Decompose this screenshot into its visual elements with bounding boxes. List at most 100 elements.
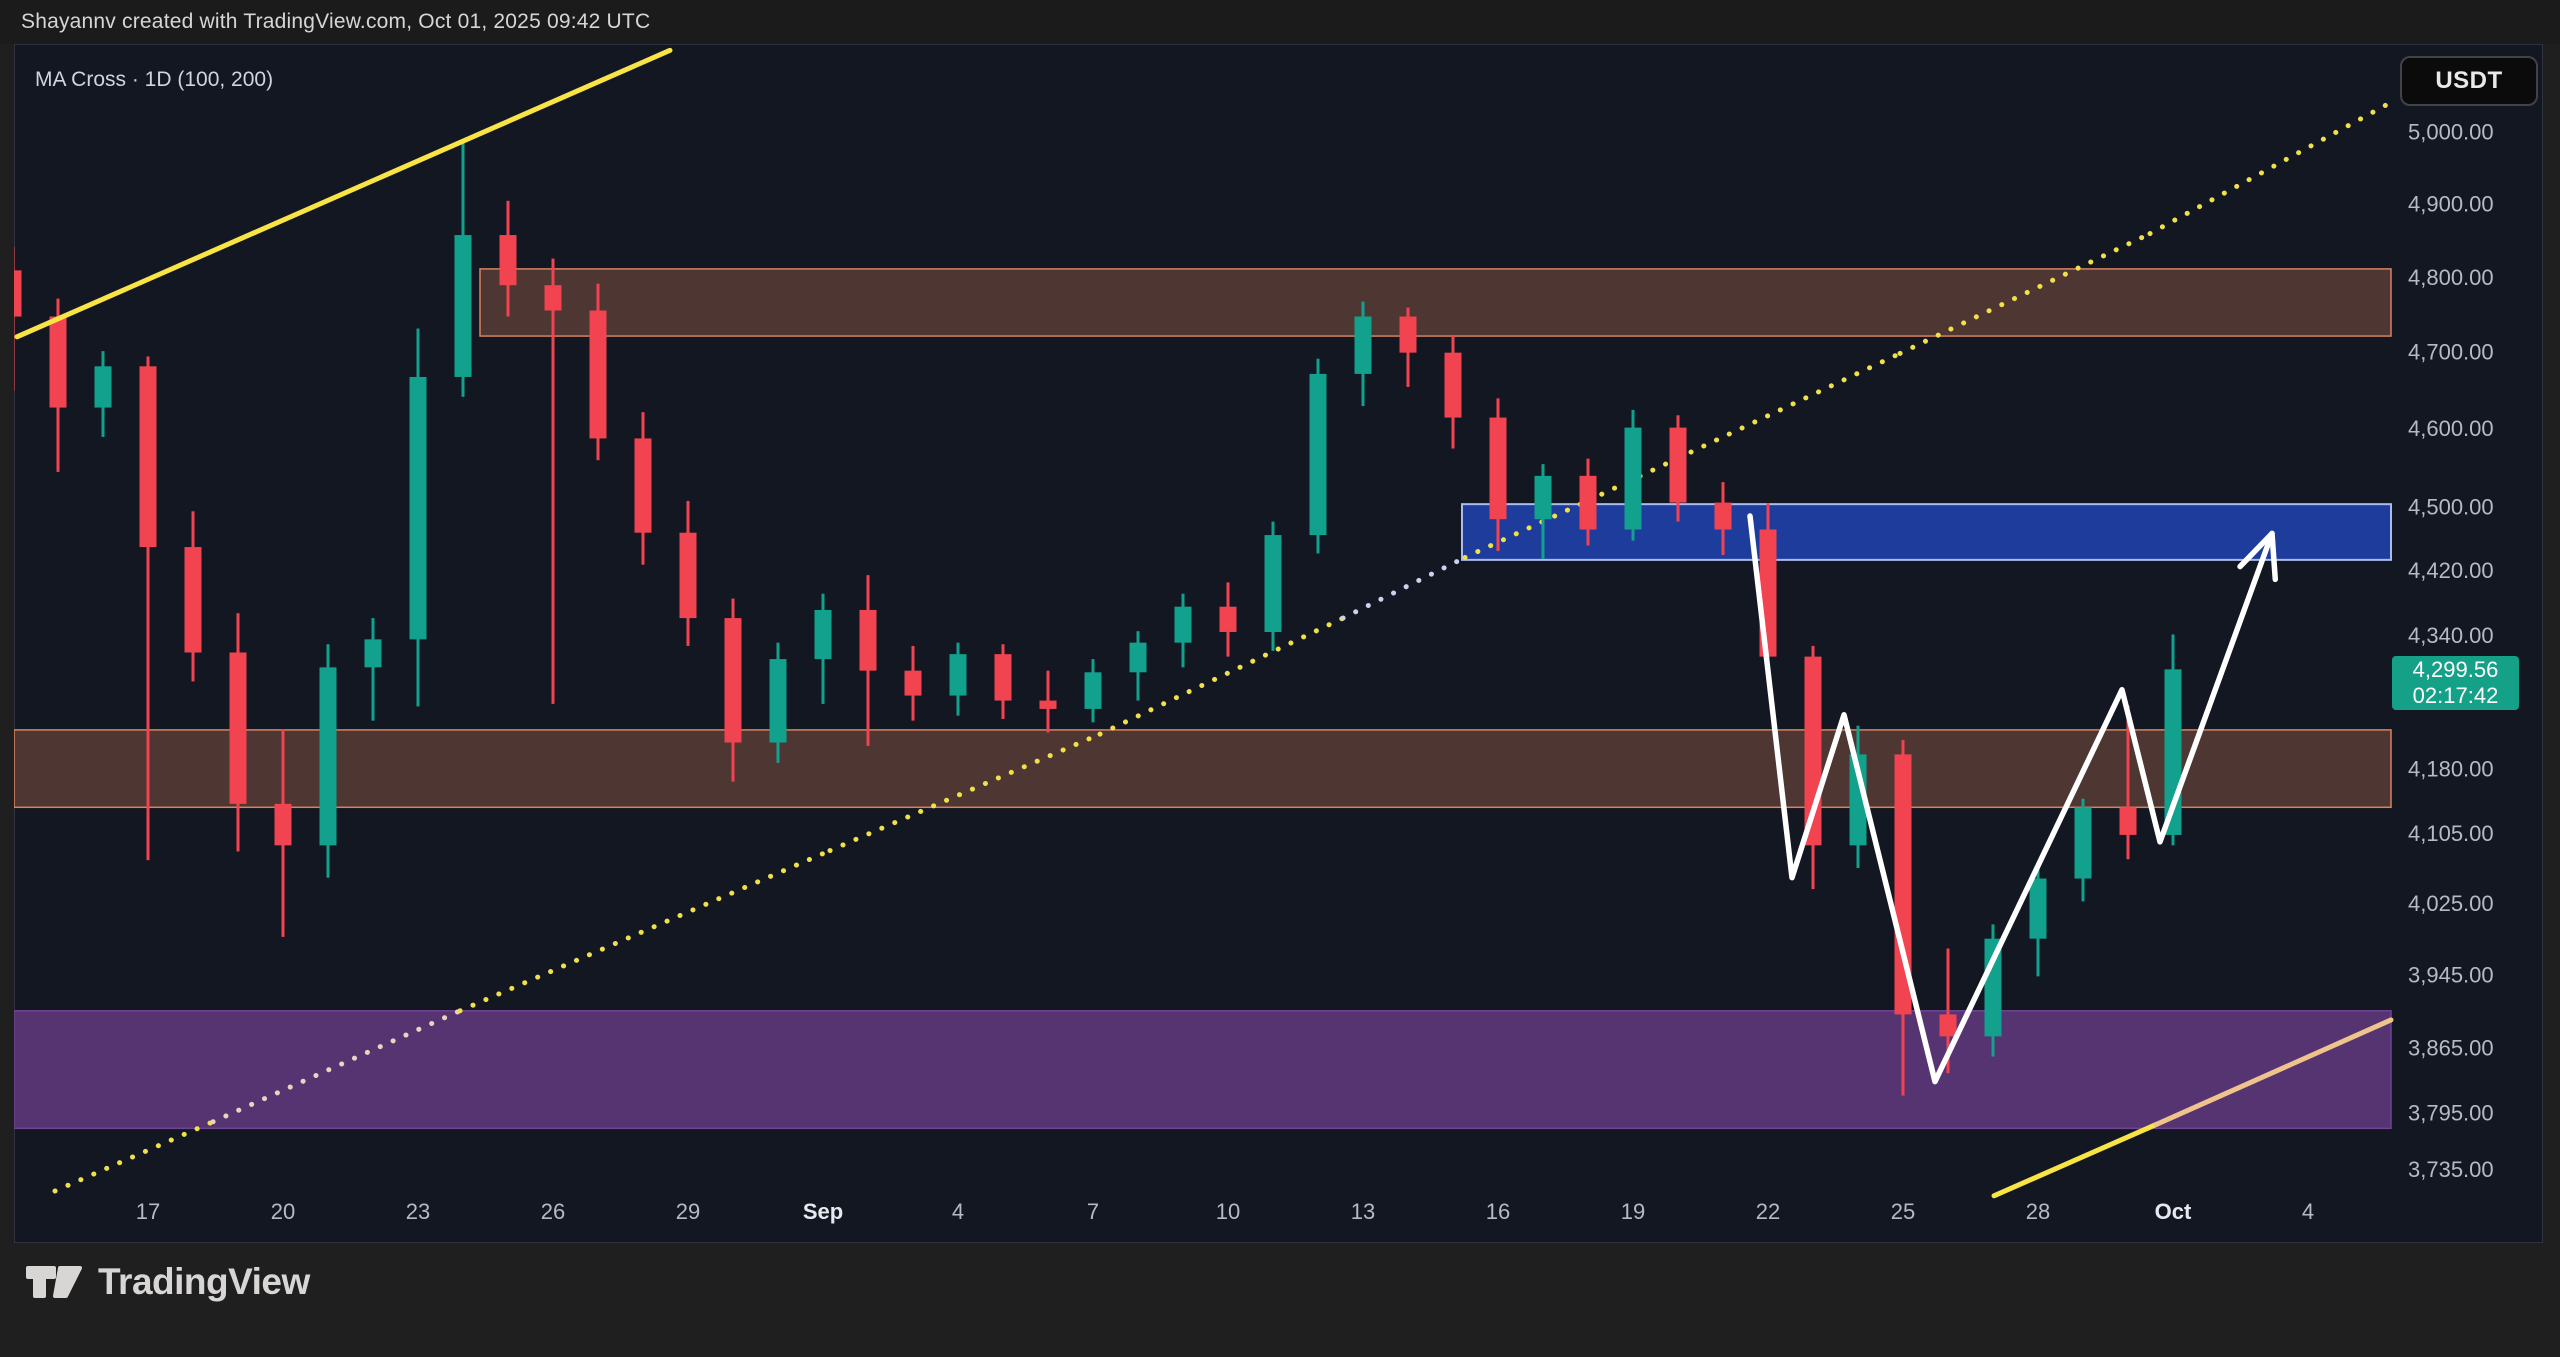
candle-wick	[551, 258, 555, 704]
candles-layer	[14, 141, 2182, 1096]
arrow-shaft	[1747, 513, 2275, 1085]
attribution-text: Shayannv created with TradingView.com, O…	[21, 10, 651, 33]
attribution-bar: Shayannv created with TradingView.com, O…	[0, 0, 2560, 44]
last-price-badge: 4,299.56 02:17:42	[2392, 656, 2519, 710]
tradingview-logo-icon	[26, 1266, 82, 1298]
price-tick-label: 3,945.00	[2408, 962, 2494, 987]
price-tick-label: 4,600.00	[2408, 416, 2494, 441]
ma-dotted-segment	[457, 848, 833, 1014]
candle-body	[1894, 754, 1912, 1015]
candle-body	[544, 285, 562, 311]
candle-body	[454, 235, 472, 377]
ma-dotted-segment	[210, 1008, 463, 1125]
candle-body	[1669, 427, 1687, 503]
candle-body	[1579, 475, 1597, 530]
zones-layer	[14, 268, 2392, 1130]
candle-body	[274, 803, 292, 846]
price-tick-label: 3,735.00	[2408, 1157, 2494, 1182]
candle-body	[1309, 373, 1327, 536]
time-tick-label: 4	[952, 1199, 964, 1224]
candle-body	[49, 316, 67, 408]
candle-body	[1939, 1014, 1957, 1037]
candle-body	[679, 532, 697, 619]
candle-body	[2029, 878, 2047, 939]
tradingview-logo[interactable]: TradingView	[24, 1261, 310, 1303]
price-tick-label: 4,900.00	[2408, 191, 2494, 216]
price-tick-label: 4,340.00	[2408, 623, 2494, 648]
time-tick-label: 22	[1756, 1199, 1780, 1224]
price-tick-label: 3,795.00	[2408, 1100, 2494, 1125]
projection-arrow[interactable]	[1747, 513, 2279, 1085]
time-tick-label: Oct	[2155, 1199, 2192, 1224]
time-tick-label: 17	[136, 1199, 160, 1224]
price-tick-label: 4,105.00	[2408, 821, 2494, 846]
price-tick-label: 4,025.00	[2408, 891, 2494, 916]
time-axis[interactable]: 17 20 23 26 29 Sep 4 7 10 13 16 19 22 25 28 Oct 4	[136, 1199, 2314, 1224]
time-tick-label: Sep	[803, 1199, 843, 1224]
price-tick-label: 5,000.00	[2408, 120, 2494, 145]
candle-body	[499, 235, 517, 286]
time-tick-label: 28	[2026, 1199, 2050, 1224]
trendline-lower-right-ray-yellow[interactable]	[1991, 1122, 2159, 1199]
candle-body	[1489, 417, 1507, 520]
ma-dotted-segment	[1340, 554, 1468, 621]
time-tick-label: 10	[1216, 1199, 1240, 1224]
time-tick-label: 4	[2302, 1199, 2314, 1224]
tradingview-logo-text: TradingView	[98, 1261, 310, 1302]
zone-resistance-upper[interactable]	[479, 268, 2392, 337]
candle-body	[319, 667, 337, 846]
candle-body	[949, 654, 967, 696]
last-price-value: 4,299.56	[2412, 657, 2499, 682]
time-tick-label: 29	[676, 1199, 700, 1224]
price-tick-label: 4,500.00	[2408, 494, 2494, 519]
candle-body	[1534, 475, 1552, 520]
price-axis[interactable]: 5,000.00 4,900.00 4,800.00 4,700.00 4,600.00…	[2408, 120, 2494, 1182]
candle-body	[904, 670, 922, 696]
candle-body	[1399, 316, 1417, 353]
candle-body	[1624, 427, 1642, 530]
candle-body	[2074, 807, 2092, 879]
symbol-badge: USDT	[2400, 56, 2538, 106]
candle-wick	[14, 246, 15, 391]
candle-body	[409, 376, 427, 640]
candle-body	[1444, 352, 1462, 418]
ma-dotted-segment	[1462, 497, 1592, 560]
candle-body	[229, 652, 247, 804]
trendlines-layer	[14, 47, 2394, 1199]
candle-body	[859, 609, 877, 671]
time-tick-label: 26	[541, 1199, 565, 1224]
candle-wick	[371, 618, 375, 721]
candle-body	[724, 618, 742, 743]
price-tick-label: 3,865.00	[2408, 1035, 2494, 1060]
zone-demand-mid[interactable]	[14, 729, 2392, 809]
zone-support-purple[interactable]	[14, 1010, 2392, 1130]
candle-body	[139, 366, 157, 548]
price-tick-label: 4,700.00	[2408, 340, 2494, 365]
zone-supply-blue[interactable]	[1461, 503, 2392, 561]
ma-dotted-segment	[1097, 615, 1346, 737]
candle-body	[1354, 316, 1372, 374]
candle-body	[1084, 672, 1102, 709]
candle-wick	[146, 356, 150, 861]
indicator-label: MA Cross · 1D (100, 200)	[35, 68, 274, 91]
candle-body	[1174, 606, 1192, 643]
candle-body	[769, 659, 787, 743]
candle-body	[184, 547, 202, 653]
time-tick-label: 13	[1351, 1199, 1375, 1224]
arrow-head	[2237, 530, 2275, 570]
ma-dotted-segment	[52, 1119, 216, 1194]
price-tick-label: 4,800.00	[2408, 265, 2494, 290]
trendline-lower-right-ray-peach[interactable]	[2153, 1017, 2394, 1128]
time-tick-label: 20	[271, 1199, 295, 1224]
ma-dotted-segment	[1897, 231, 2153, 356]
candle-body	[94, 366, 112, 408]
ma-dotted-segment	[2147, 100, 2393, 237]
time-tick-label: 23	[406, 1199, 430, 1224]
candle-body	[1129, 642, 1147, 673]
candle-body	[634, 438, 652, 533]
candle-body	[1039, 700, 1057, 709]
trendline-upper-left-trendline[interactable]	[14, 47, 673, 340]
arrow-head	[2269, 530, 2279, 583]
chart-surface[interactable]: 5,000.00 4,900.00 4,800.00 4,700.00 4,600.00…	[14, 44, 2543, 1243]
price-tick-label: 4,420.00	[2408, 558, 2494, 583]
